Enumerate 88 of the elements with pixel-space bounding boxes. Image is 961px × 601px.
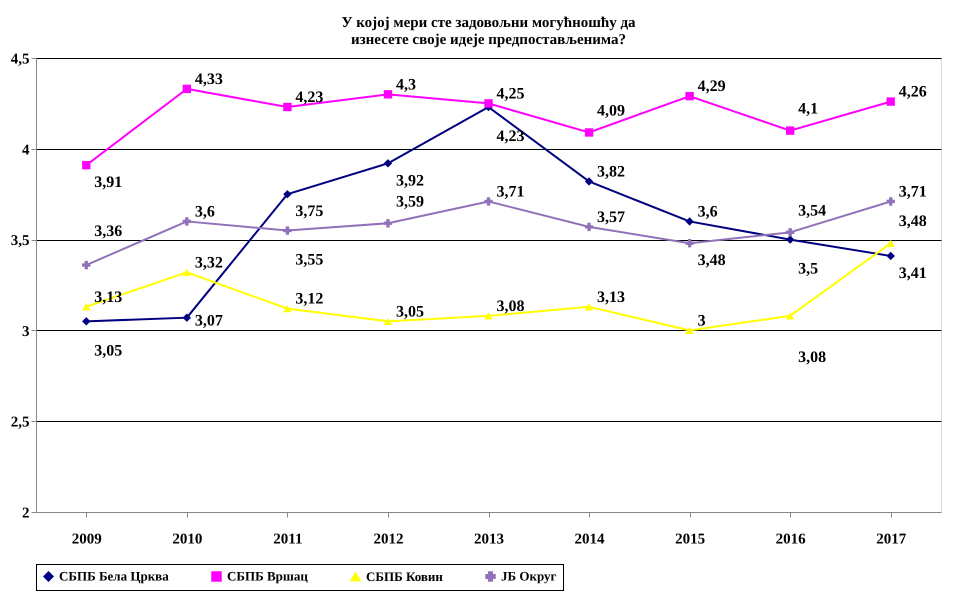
data-label: 3,12 <box>295 290 324 308</box>
data-label: 4,26 <box>898 84 927 101</box>
point <box>182 268 192 276</box>
point <box>182 84 192 94</box>
data-label: 4,25 <box>496 85 524 102</box>
x-tick-label: 2009 <box>72 532 102 548</box>
legend-label: СБПБ Ковин <box>366 568 444 584</box>
point <box>685 239 694 248</box>
data-label: 4,33 <box>194 70 223 88</box>
point <box>685 326 694 334</box>
data-label: 3,07 <box>194 312 223 330</box>
data-label: 3,08 <box>496 298 524 315</box>
data-label: 3,48 <box>698 252 726 270</box>
y-tick-label: 3,5 <box>10 233 30 250</box>
legend-label: ЈБ Округ <box>501 568 557 584</box>
chart-title: У којој мери сте задовољни могућношћу да изнесете своје идеје предпостављенима? <box>341 15 636 48</box>
data-label: 4,29 <box>698 78 726 96</box>
data-label: 3,5 <box>798 260 818 278</box>
point <box>584 222 594 232</box>
point <box>283 226 292 235</box>
point <box>82 160 90 170</box>
x-tick-label: 2010 <box>172 532 202 548</box>
point <box>786 126 794 135</box>
point <box>283 190 292 198</box>
point <box>182 217 192 226</box>
data-label: 4,1 <box>798 100 818 118</box>
data-label: 3,08 <box>798 348 826 366</box>
point <box>182 314 192 322</box>
point <box>584 303 594 310</box>
point <box>384 318 392 325</box>
point <box>484 312 493 320</box>
point <box>886 97 895 106</box>
point <box>384 159 392 168</box>
x-tick-label: 2011 <box>273 532 302 548</box>
data-label: 3,57 <box>597 208 626 226</box>
point <box>886 197 895 206</box>
y-tick-label: 3 <box>22 324 30 340</box>
data-label: 3,59 <box>396 193 424 210</box>
point <box>584 177 594 186</box>
data-label: 3,92 <box>396 172 424 190</box>
point <box>786 228 794 237</box>
data-label: 3,82 <box>597 163 626 180</box>
data-label: 3,6 <box>194 203 215 220</box>
point <box>886 240 895 247</box>
data-label: 3,54 <box>798 202 826 220</box>
data-label: 3,55 <box>295 252 324 269</box>
y-tick-label: 2 <box>22 506 30 522</box>
point <box>484 99 493 108</box>
data-label: 4,09 <box>597 102 626 120</box>
y-tick-label: 4 <box>22 142 30 158</box>
point <box>283 304 292 312</box>
x-tick-label: 2014 <box>574 532 606 548</box>
point <box>82 317 90 326</box>
data-label: 4,23 <box>295 89 324 106</box>
x-tick-label: 2012 <box>373 532 404 548</box>
legend-label: СБПБ Вршац <box>227 568 308 584</box>
data-label: 3,71 <box>898 183 927 200</box>
data-label: 3,36 <box>94 223 122 240</box>
data-label: 3,32 <box>194 254 223 272</box>
legend-label: СБПБ Бела Црква <box>59 568 170 584</box>
data-label: 4,3 <box>396 76 416 94</box>
point <box>584 128 594 137</box>
x-tick-label: 2017 <box>876 532 907 548</box>
point <box>786 312 794 320</box>
data-label: 3 <box>698 312 706 330</box>
data-label: 3,71 <box>496 183 524 200</box>
x-tick-label: 2016 <box>776 532 806 548</box>
point <box>685 217 694 226</box>
x-tick-label: 2015 <box>675 532 706 548</box>
point <box>384 90 392 99</box>
point <box>82 303 90 310</box>
data-label: 3,41 <box>898 264 927 282</box>
x-tick-label: 2013 <box>474 532 504 548</box>
data-label: 3,6 <box>698 203 718 220</box>
data-label: 4,23 <box>496 128 524 146</box>
point <box>685 92 694 100</box>
data-label: 3,05 <box>396 303 424 320</box>
data-label: 3,05 <box>94 342 122 360</box>
data-label: 3,91 <box>94 174 122 192</box>
point <box>384 219 392 228</box>
y-tick-label: 4,5 <box>10 52 30 68</box>
point <box>283 102 292 112</box>
point <box>82 260 90 270</box>
data-label: 3,13 <box>597 288 626 306</box>
data-label: 3,75 <box>295 203 324 220</box>
data-label: 3,48 <box>898 213 927 230</box>
y-tick-label: 2,5 <box>10 414 30 431</box>
point <box>886 252 895 260</box>
